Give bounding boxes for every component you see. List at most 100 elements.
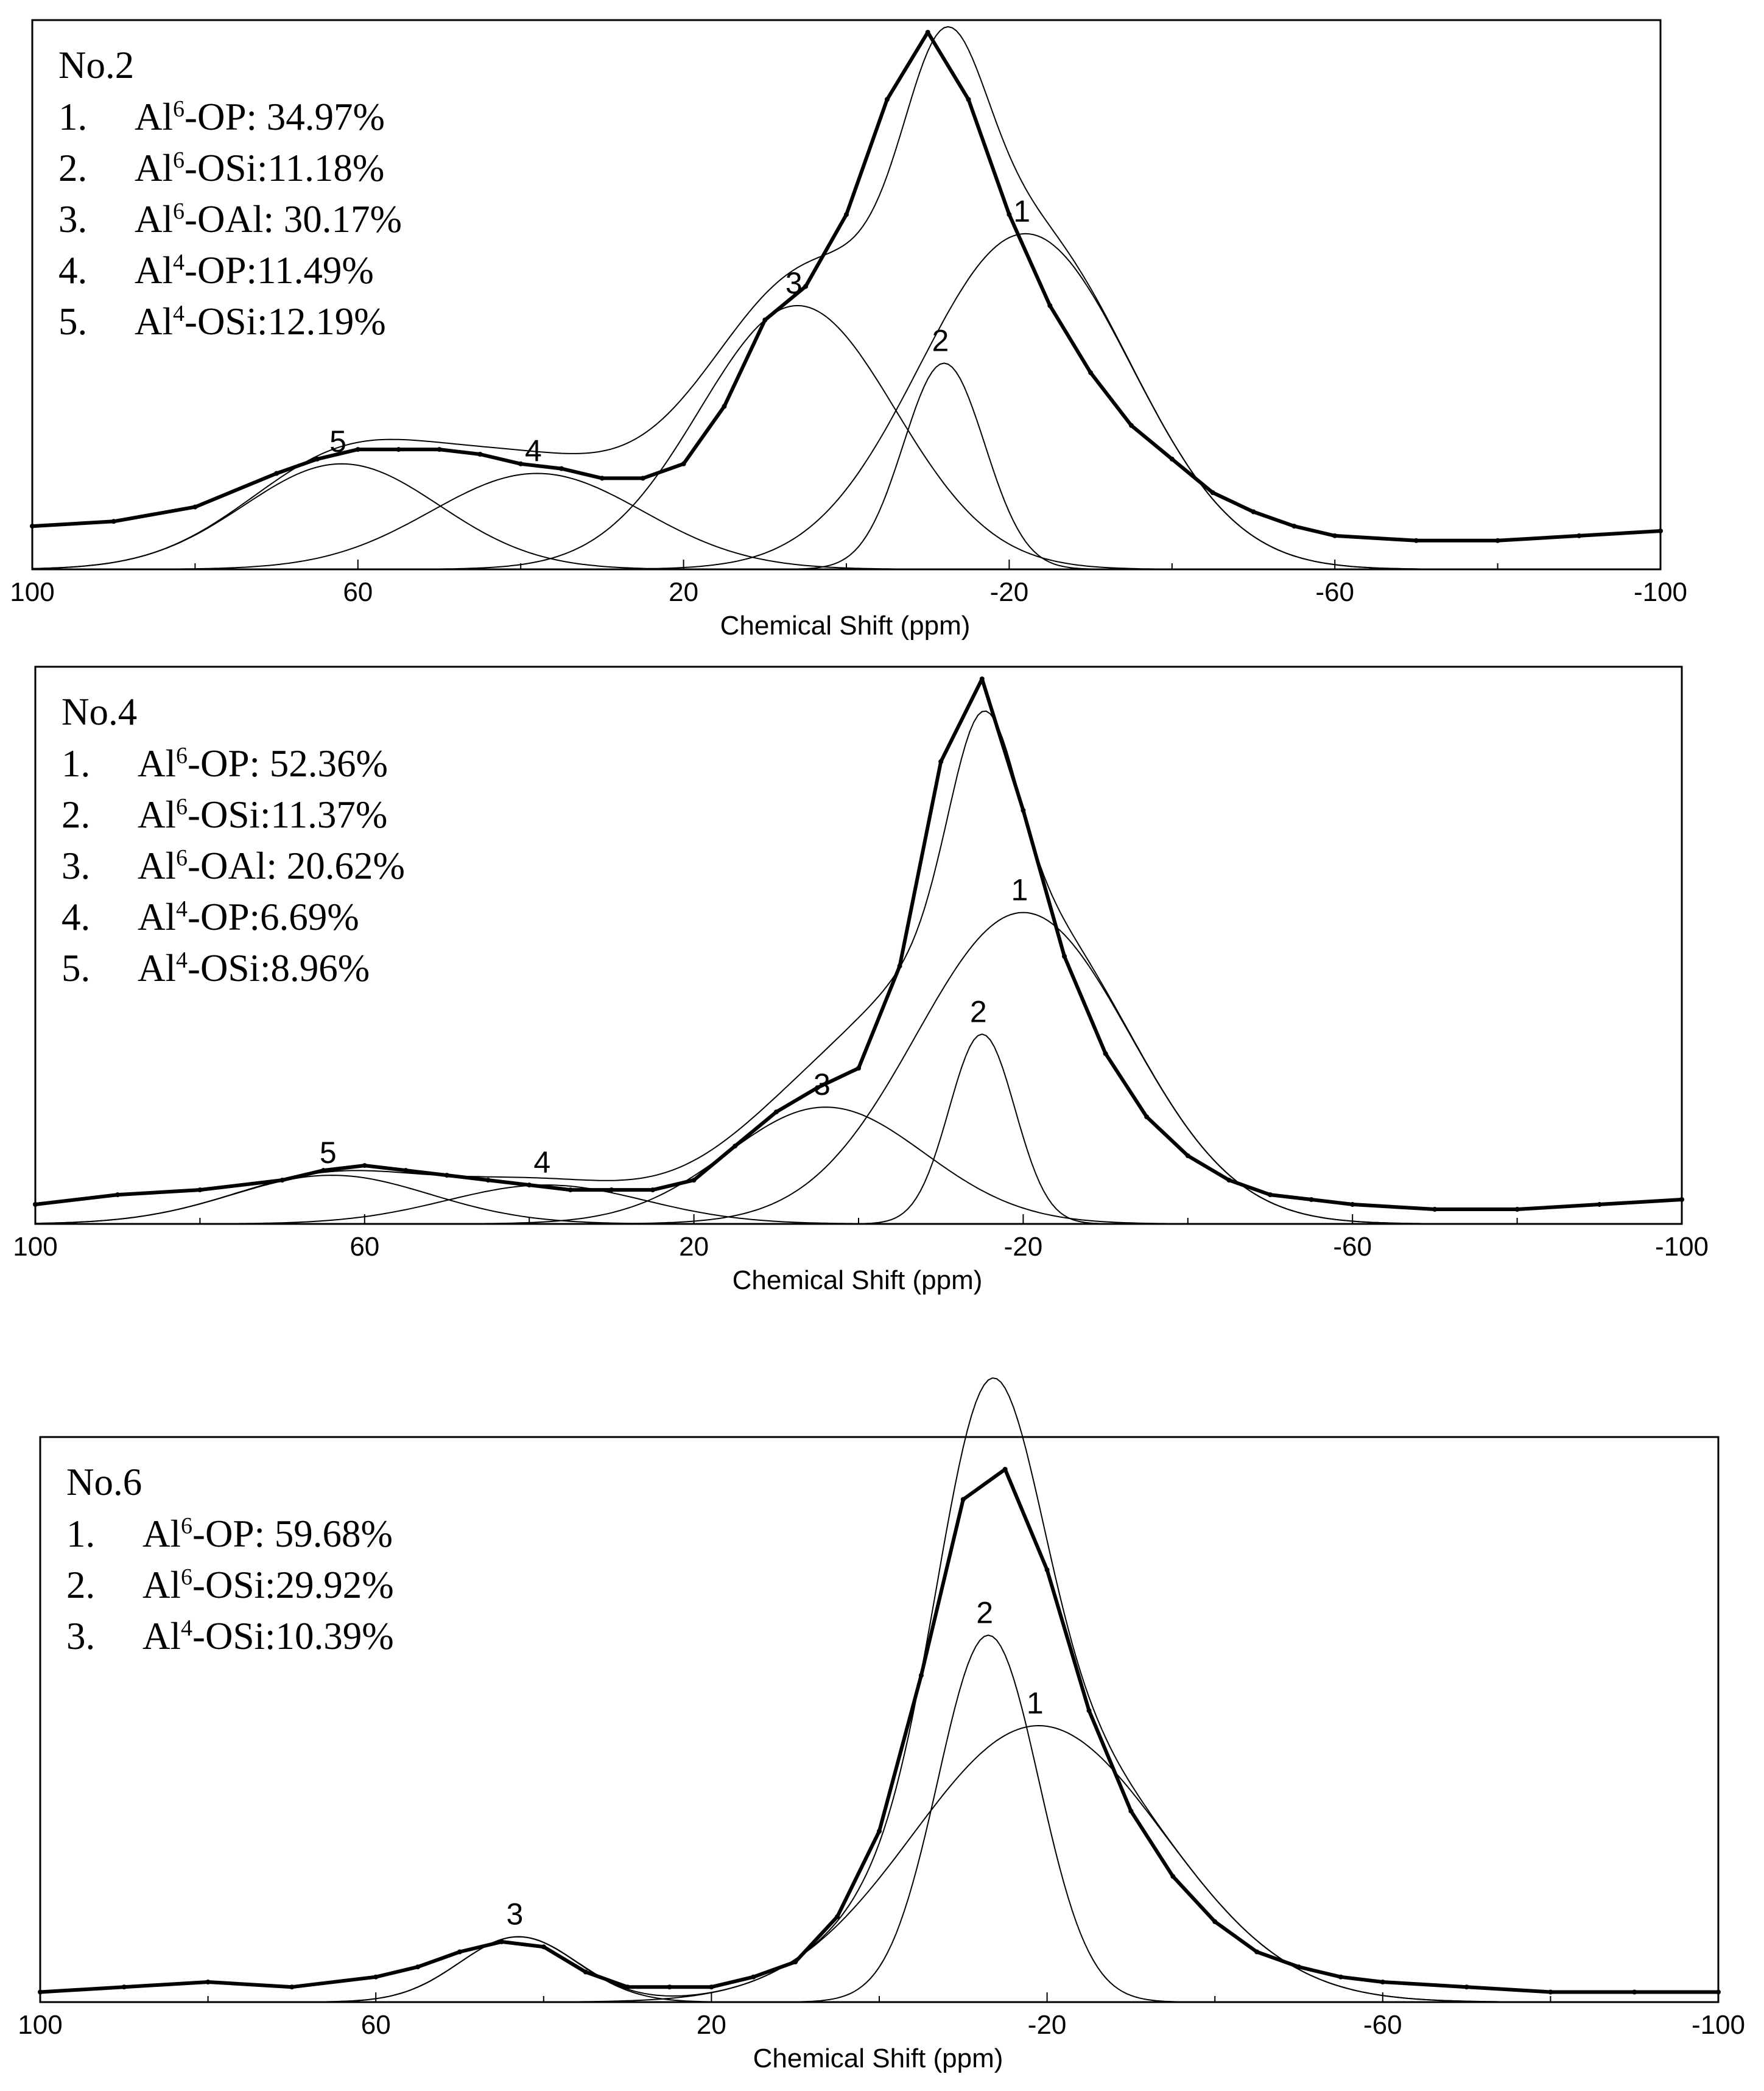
peak-label-2: 2 xyxy=(970,994,987,1028)
experimental-data-point xyxy=(205,1980,211,1984)
x-tick-label: 100 xyxy=(10,577,54,607)
experimental-data-point xyxy=(640,476,645,481)
experimental-data-point xyxy=(1212,1919,1218,1924)
chart-title: No.4 xyxy=(61,691,137,733)
x-tick-label: -20 xyxy=(1028,2010,1067,2040)
experimental-data-point xyxy=(897,963,902,969)
experimental-data-point xyxy=(733,1144,738,1149)
experimental-data-point xyxy=(1210,490,1215,495)
experimental-data-point xyxy=(1291,524,1297,529)
experimental-data-point xyxy=(30,524,35,529)
legend-item-number: 5. xyxy=(61,947,90,989)
experimental-data-point xyxy=(599,476,605,481)
chart-panel-1: 100 60 20 -20 -60 -100 Chemical Shift (ppm) 1 2 3… xyxy=(10,19,1687,641)
legend-item-text: Al6-OSi:11.37% xyxy=(138,793,387,836)
legend-item-text: Al4-OSi:12.19% xyxy=(135,300,386,343)
experimental-data-point xyxy=(279,1178,285,1183)
peak-label-1: 1 xyxy=(1011,873,1028,907)
legend-item-text: Al6-OAl: 20.62% xyxy=(138,845,405,887)
legend-item-number: 1. xyxy=(61,742,90,785)
experimental-data-point xyxy=(1332,533,1338,538)
experimental-data-point xyxy=(1296,1964,1301,1970)
experimental-data-point xyxy=(681,461,686,466)
component-peak-2 xyxy=(40,1634,1718,2003)
experimental-data-point xyxy=(709,1984,714,1990)
experimental-data-point xyxy=(722,404,727,409)
experimental-data-point xyxy=(1044,1567,1050,1573)
peak-label-1: 1 xyxy=(1027,1686,1044,1720)
experimental-spectrum-line xyxy=(35,677,1682,1211)
experimental-data-point xyxy=(960,1497,966,1502)
experimental-data-point xyxy=(966,97,971,102)
experimental-data-point xyxy=(568,1187,573,1193)
experimental-data-point xyxy=(1103,1051,1108,1056)
component-peak-5 xyxy=(32,463,1660,570)
experimental-data-point xyxy=(1268,1192,1273,1198)
component-peak-4 xyxy=(32,473,1660,570)
peak-label-3: 3 xyxy=(507,1897,524,1931)
experimental-data-point xyxy=(979,676,985,681)
experimental-data-point xyxy=(274,471,279,476)
experimental-data-point xyxy=(925,30,930,35)
experimental-data-point xyxy=(691,1178,697,1183)
experimental-data-point xyxy=(1464,1984,1469,1990)
x-tick-label: -20 xyxy=(990,577,1029,607)
peak-label-1: 1 xyxy=(1013,194,1030,228)
experimental-data-point xyxy=(1350,1202,1355,1207)
x-tick-label: 20 xyxy=(697,2010,726,2040)
experimental-data-point xyxy=(1413,538,1419,543)
experimental-data-point xyxy=(1088,370,1094,376)
legend-item-number: 2. xyxy=(61,793,90,836)
experimental-data-point xyxy=(437,447,442,452)
experimental-data-point xyxy=(1632,1989,1637,1995)
x-tick-label: 60 xyxy=(343,577,373,607)
experimental-data-point xyxy=(650,1187,655,1193)
experimental-data-point xyxy=(1047,303,1053,308)
legend-item-number: 3. xyxy=(61,845,90,887)
x-axis-label: Chemical Shift (ppm) xyxy=(720,611,971,641)
experimental-data-point xyxy=(1169,456,1175,462)
experimental-data-point xyxy=(518,461,524,466)
x-tick-label: -100 xyxy=(1692,2010,1745,2040)
experimental-data-point xyxy=(457,1949,462,1955)
experimental-data-point xyxy=(477,452,483,457)
chart-title: No.6 xyxy=(66,1461,142,1503)
fitted-sum-line xyxy=(40,1377,1718,2003)
experimental-data-point xyxy=(844,212,849,217)
experimental-data-point xyxy=(856,1066,861,1071)
experimental-data-point xyxy=(38,1989,43,1995)
experimental-data-point xyxy=(609,1187,614,1193)
peak-label-4: 4 xyxy=(533,1145,550,1179)
experimental-data-point xyxy=(1309,1197,1314,1202)
component-peak-3 xyxy=(35,1106,1682,1225)
x-tick-label: -100 xyxy=(1655,1232,1709,1262)
chart-title: No.2 xyxy=(58,44,134,86)
experimental-data-point xyxy=(1062,954,1067,959)
legend-item-number: 3. xyxy=(66,1615,95,1657)
chart-panel-3: 100 60 20 -20 -60 -100 Chemical Shift (ppm) 1 2 3… xyxy=(18,1377,1745,2073)
experimental-data-point xyxy=(485,1178,491,1183)
experimental-data-point xyxy=(192,504,198,510)
experimental-data-point xyxy=(1086,1708,1092,1713)
experimental-data-point xyxy=(445,1173,449,1178)
experimental-data-point xyxy=(499,1939,504,1944)
x-tick-label: -60 xyxy=(1333,1232,1372,1262)
legend-item-text: Al6-OP: 34.97% xyxy=(135,96,385,138)
component-peak-3 xyxy=(32,304,1660,570)
experimental-data-point xyxy=(1007,212,1012,217)
legend-item-text: Al6-OP: 52.36% xyxy=(138,742,388,785)
experimental-data-point xyxy=(541,1944,546,1950)
x-tick-label: 60 xyxy=(361,2010,391,2040)
x-tick-label: -20 xyxy=(1004,1232,1043,1262)
experimental-data-point xyxy=(111,519,116,524)
experimental-data-point xyxy=(667,1984,672,1990)
legend-item-text: Al4-OSi:8.96% xyxy=(138,947,370,989)
experimental-data-point xyxy=(751,1974,756,1980)
experimental-data-point xyxy=(918,1673,924,1678)
experimental-data-point xyxy=(315,456,320,462)
experimental-data-point xyxy=(625,1984,630,1990)
experimental-data-point xyxy=(773,1109,779,1115)
experimental-data-point xyxy=(115,1192,121,1198)
x-tick-label: -60 xyxy=(1315,577,1354,607)
legend-item-text: Al6-OSi:11.18% xyxy=(135,147,384,189)
